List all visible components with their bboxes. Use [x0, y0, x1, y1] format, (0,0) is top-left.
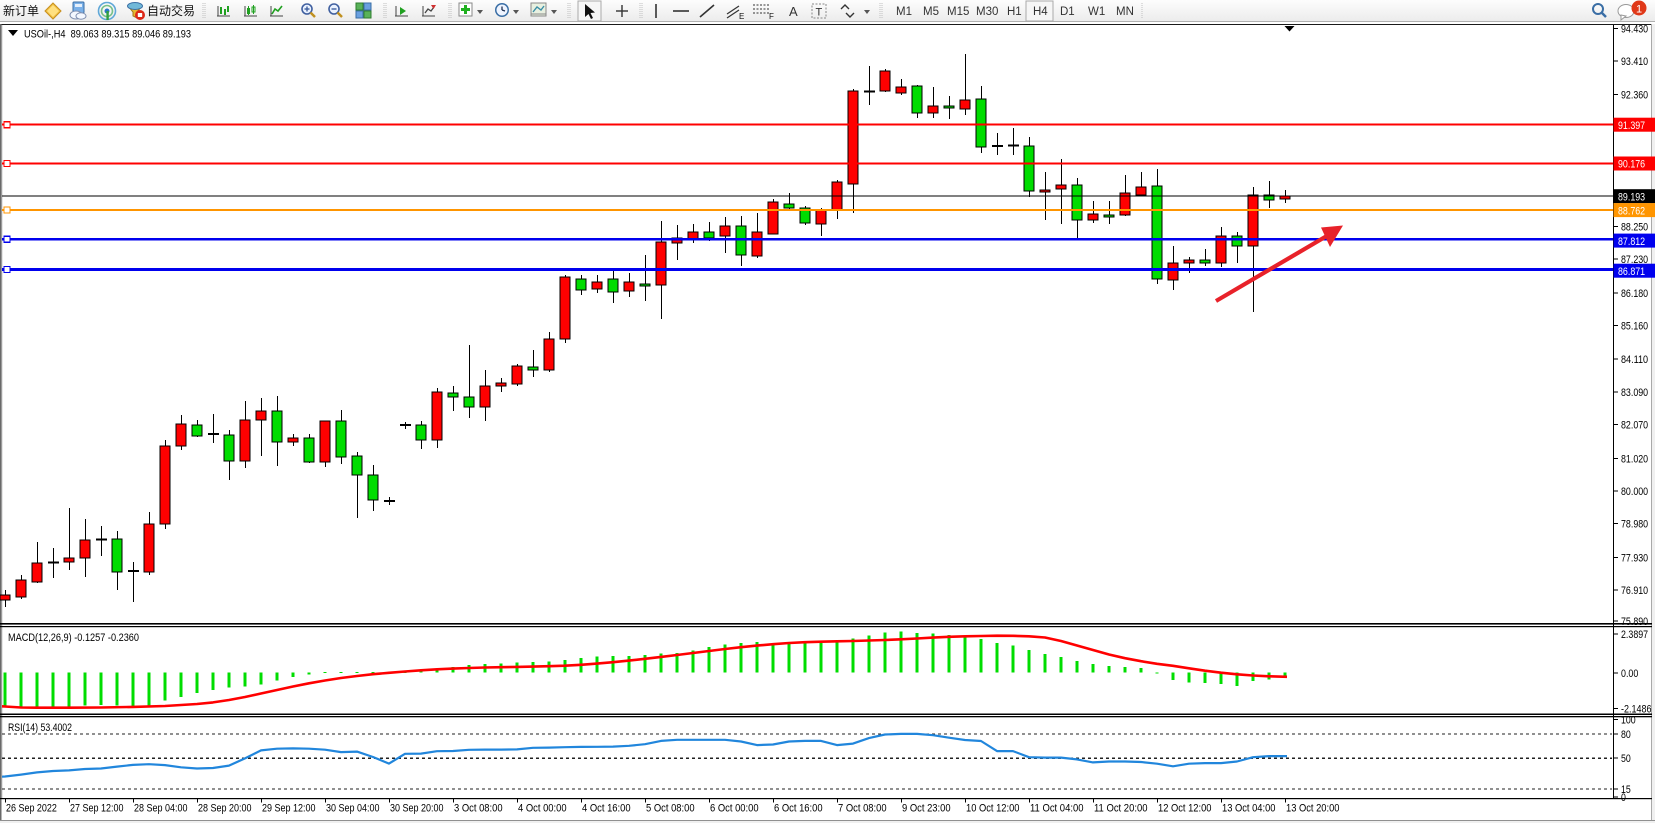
- svg-text:12 Oct 12:00: 12 Oct 12:00: [1158, 803, 1212, 815]
- svg-text:4 Oct 00:00: 4 Oct 00:00: [518, 803, 567, 815]
- svg-text:11 Oct 04:00: 11 Oct 04:00: [1030, 803, 1084, 815]
- svg-text:75.890: 75.890: [1621, 616, 1648, 628]
- svg-text:4 Oct 16:00: 4 Oct 16:00: [582, 803, 631, 815]
- svg-text:3 Oct 08:00: 3 Oct 08:00: [454, 803, 503, 815]
- svg-text:28 Sep 20:00: 28 Sep 20:00: [198, 803, 252, 815]
- svg-text:28 Sep 04:00: 28 Sep 04:00: [134, 803, 188, 815]
- svg-text:84.110: 84.110: [1621, 354, 1648, 366]
- svg-text:E: E: [739, 12, 744, 21]
- svg-text:2.3897: 2.3897: [1621, 629, 1648, 641]
- svg-text:13 Oct 04:00: 13 Oct 04:00: [1222, 803, 1276, 815]
- svg-text:30 Sep 20:00: 30 Sep 20:00: [390, 803, 444, 815]
- svg-text:15: 15: [1621, 784, 1631, 796]
- svg-text:A: A: [789, 4, 798, 19]
- svg-text:M5: M5: [923, 6, 939, 18]
- svg-text:RSI(14) 53.4002: RSI(14) 53.4002: [8, 722, 72, 734]
- svg-text:H4: H4: [1033, 6, 1048, 18]
- svg-text:100: 100: [1621, 715, 1636, 727]
- svg-text:M30: M30: [976, 6, 998, 18]
- svg-text:88.250: 88.250: [1621, 222, 1648, 234]
- svg-text:83.090: 83.090: [1621, 387, 1648, 399]
- svg-text:88.762: 88.762: [1618, 205, 1645, 217]
- svg-text:H1: H1: [1007, 6, 1022, 18]
- svg-text:92.360: 92.360: [1621, 90, 1648, 102]
- svg-text:M1: M1: [896, 6, 912, 18]
- svg-text:81.020: 81.020: [1621, 453, 1648, 465]
- svg-text:MACD(12,26,9) -0.1257 -0.2360: MACD(12,26,9) -0.1257 -0.2360: [8, 632, 139, 644]
- svg-text:80.000: 80.000: [1621, 486, 1648, 498]
- svg-text:91.397: 91.397: [1618, 120, 1645, 132]
- svg-text:13 Oct 20:00: 13 Oct 20:00: [1286, 803, 1340, 815]
- svg-text:0.00: 0.00: [1621, 668, 1638, 680]
- svg-text:自动交易: 自动交易: [147, 3, 195, 18]
- svg-text:80: 80: [1621, 729, 1631, 741]
- svg-text:50: 50: [1621, 753, 1631, 765]
- svg-text:MN: MN: [1116, 6, 1134, 18]
- svg-text:USOil-,H4 89.063 89.315 89.04: USOil-,H4 89.063 89.315 89.046 89.193: [24, 29, 191, 41]
- svg-text:89.193: 89.193: [1618, 191, 1645, 203]
- svg-text:86.180: 86.180: [1621, 288, 1648, 300]
- svg-text:-2.1486: -2.1486: [1621, 704, 1652, 716]
- svg-text:新订单: 新订单: [3, 3, 39, 18]
- svg-text:5 Oct 08:00: 5 Oct 08:00: [646, 803, 695, 815]
- svg-text:9 Oct 23:00: 9 Oct 23:00: [902, 803, 951, 815]
- svg-text:86.871: 86.871: [1618, 266, 1645, 278]
- svg-text:T: T: [816, 7, 823, 19]
- svg-text:90.176: 90.176: [1618, 159, 1645, 171]
- svg-text:76.910: 76.910: [1621, 585, 1648, 597]
- svg-text:27 Sep 12:00: 27 Sep 12:00: [70, 803, 124, 815]
- svg-text:10 Oct 12:00: 10 Oct 12:00: [966, 803, 1020, 815]
- svg-text:30 Sep 04:00: 30 Sep 04:00: [326, 803, 380, 815]
- svg-text:M15: M15: [947, 6, 969, 18]
- svg-text:85.160: 85.160: [1621, 321, 1648, 333]
- svg-text:26 Sep 2022: 26 Sep 2022: [6, 803, 57, 815]
- svg-text:93.410: 93.410: [1621, 56, 1648, 68]
- svg-text:6 Oct 00:00: 6 Oct 00:00: [710, 803, 759, 815]
- svg-text:7 Oct 08:00: 7 Oct 08:00: [838, 803, 887, 815]
- svg-text:1: 1: [1636, 4, 1642, 16]
- svg-text:29 Sep 12:00: 29 Sep 12:00: [262, 803, 316, 815]
- svg-text:94.430: 94.430: [1621, 23, 1648, 35]
- svg-text:0: 0: [1621, 792, 1626, 804]
- svg-text:77.930: 77.930: [1621, 552, 1648, 564]
- svg-text:87.812: 87.812: [1618, 236, 1645, 248]
- svg-text:82.070: 82.070: [1621, 420, 1648, 432]
- svg-text:78.980: 78.980: [1621, 519, 1648, 531]
- svg-text:87.230: 87.230: [1621, 254, 1648, 266]
- svg-text:D1: D1: [1060, 6, 1075, 18]
- svg-text:11 Oct 20:00: 11 Oct 20:00: [1094, 803, 1148, 815]
- svg-text:6 Oct 16:00: 6 Oct 16:00: [774, 803, 823, 815]
- svg-text:W1: W1: [1088, 6, 1105, 18]
- svg-text:F: F: [769, 12, 774, 21]
